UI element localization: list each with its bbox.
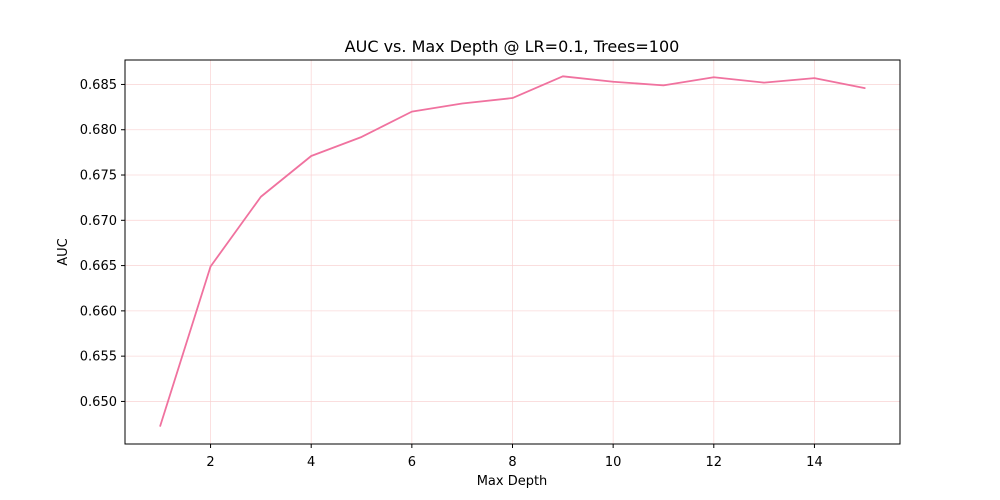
x-tick-label: 10 — [605, 455, 622, 470]
y-tick-label: 0.665 — [80, 259, 117, 274]
y-tick-label: 0.660 — [80, 304, 117, 319]
y-tick-label: 0.680 — [80, 123, 117, 138]
series-layer — [159, 75, 866, 427]
chart-title: AUC vs. Max Depth @ LR=0.1, Trees=100 — [345, 37, 680, 56]
x-tick-label: 8 — [508, 455, 516, 470]
y-axis-label: AUC — [56, 238, 71, 266]
x-tick-label: 6 — [408, 455, 416, 470]
y-tick-label: 0.670 — [80, 214, 117, 229]
x-tick-label: 2 — [206, 455, 214, 470]
x-tick-label: 12 — [706, 455, 723, 470]
x-axis-label: Max Depth — [477, 474, 548, 489]
y-tick-label: 0.685 — [80, 78, 117, 93]
x-axis: 2 4 6 8 10 12 14 — [206, 444, 823, 470]
x-tick-label: 14 — [806, 455, 823, 470]
y-tick-label: 0.675 — [80, 169, 117, 184]
y-tick-label: 0.650 — [80, 395, 117, 410]
y-axis: 0.650 0.655 0.660 0.665 0.670 0.675 0.680 0.685 — [80, 78, 125, 410]
x-tick-label: 4 — [307, 455, 315, 470]
series-line — [159, 75, 866, 427]
grid-lines — [125, 60, 900, 444]
y-tick-label: 0.655 — [80, 350, 117, 365]
